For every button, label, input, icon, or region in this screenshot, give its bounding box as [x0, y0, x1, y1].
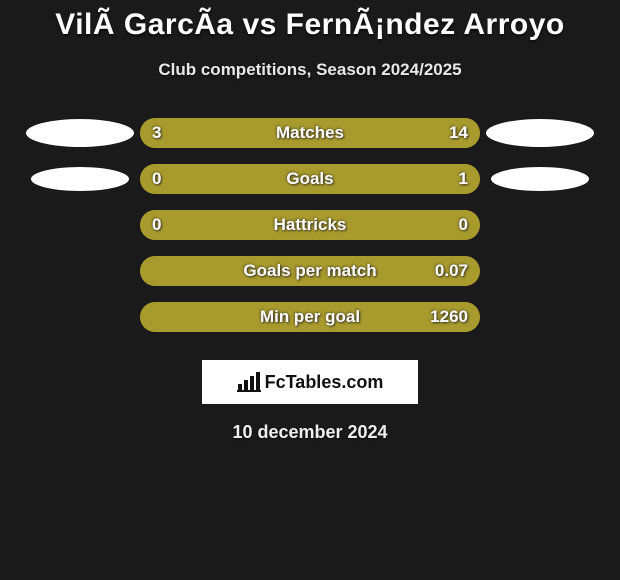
- comparison-subtitle: Club competitions, Season 2024/2025: [0, 60, 620, 80]
- source-logo-text: FcTables.com: [265, 372, 384, 393]
- snapshot-date: 10 december 2024: [0, 422, 620, 443]
- stat-bar: 3Matches14: [140, 118, 480, 148]
- stat-metric-label: Hattricks: [140, 210, 480, 240]
- team-logo-placeholder: [491, 167, 589, 191]
- bar-chart-icon: [237, 372, 261, 392]
- stat-right-value: 1: [459, 164, 468, 194]
- team-logo-placeholder: [486, 119, 594, 147]
- comparison-title: VilÃ GarcÃ­a vs FernÃ¡ndez Arroyo: [0, 8, 620, 42]
- left-logo-slot: [20, 119, 140, 147]
- stat-right-value: 14: [449, 118, 468, 148]
- left-logo-slot: [20, 167, 140, 191]
- stat-bar: Min per goal1260: [140, 302, 480, 332]
- stat-metric-label: Goals per match: [140, 256, 480, 286]
- right-logo-slot: [480, 119, 600, 147]
- stat-right-value: 0.07: [435, 256, 468, 286]
- team-logo-placeholder: [26, 119, 134, 147]
- stat-right-value: 1260: [430, 302, 468, 332]
- stat-metric-label: Min per goal: [140, 302, 480, 332]
- stat-row: Goals per match0.07: [0, 248, 620, 294]
- team-logo-placeholder: [31, 167, 129, 191]
- stat-right-value: 0: [459, 210, 468, 240]
- stat-bar: 0Hattricks0: [140, 210, 480, 240]
- stat-row: 3Matches14: [0, 110, 620, 156]
- stat-metric-label: Goals: [140, 164, 480, 194]
- right-logo-slot: [480, 167, 600, 191]
- stat-row: 0Goals1: [0, 156, 620, 202]
- stat-metric-label: Matches: [140, 118, 480, 148]
- source-logo-box: FcTables.com: [202, 360, 418, 404]
- stat-row: Min per goal1260: [0, 294, 620, 340]
- stat-bar: Goals per match0.07: [140, 256, 480, 286]
- stat-row: 0Hattricks0: [0, 202, 620, 248]
- stat-rows-container: 3Matches140Goals10Hattricks0Goals per ma…: [0, 110, 620, 340]
- stat-bar: 0Goals1: [140, 164, 480, 194]
